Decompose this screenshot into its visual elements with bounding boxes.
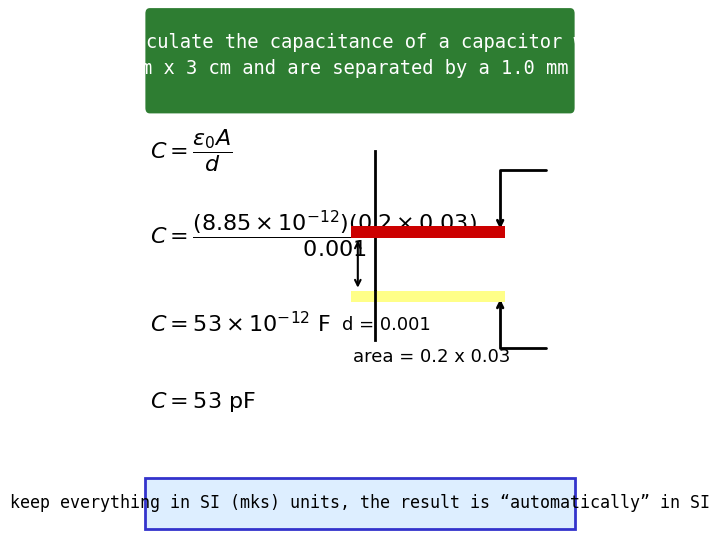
Text: $C = 53\times10^{-12}\ \mathrm{F}$: $C = 53\times10^{-12}\ \mathrm{F}$ <box>150 312 331 336</box>
Text: d = 0.001: d = 0.001 <box>343 316 431 334</box>
Text: $C = \dfrac{\varepsilon_0 A}{d}$: $C = \dfrac{\varepsilon_0 A}{d}$ <box>150 128 233 174</box>
Text: Example: calculate the capacitance of a capacitor whose plates
are 20 cm x 3 cm : Example: calculate the capacitance of a … <box>12 33 708 78</box>
FancyBboxPatch shape <box>145 478 575 529</box>
Text: If you keep everything in SI (mks) units, the result is “automatically” in SI un: If you keep everything in SI (mks) units… <box>0 494 720 512</box>
FancyBboxPatch shape <box>351 291 505 302</box>
FancyBboxPatch shape <box>351 226 505 238</box>
FancyBboxPatch shape <box>145 8 575 113</box>
Text: $C = \dfrac{\left(8.85\times10^{-12}\right)\left(0.2\times0.03\right)}{0.001}$: $C = \dfrac{\left(8.85\times10^{-12}\rig… <box>150 210 479 260</box>
Text: $C = 53\ \mathrm{pF}$: $C = 53\ \mathrm{pF}$ <box>150 390 256 414</box>
Text: area = 0.2 x 0.03: area = 0.2 x 0.03 <box>354 348 510 366</box>
